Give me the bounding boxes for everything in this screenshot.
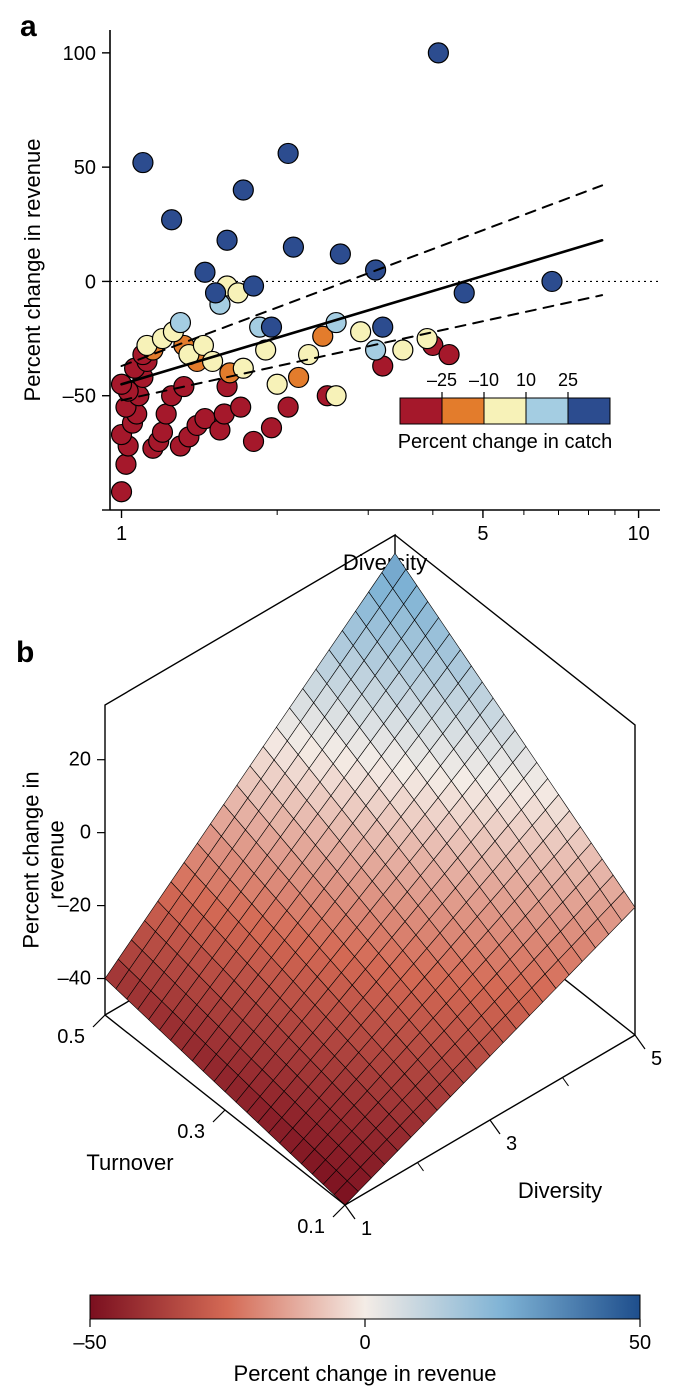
panel-b: b–40–200201350.50.30.10.10.30.5Diversity… xyxy=(16,535,662,1386)
turnover-tick xyxy=(333,1205,345,1217)
legend-swatch xyxy=(400,398,442,424)
diversity-tick-label: 3 xyxy=(506,1133,517,1155)
z-axis-label: Percent change inrevenue xyxy=(18,771,68,948)
scatter-point xyxy=(156,404,176,424)
legend-tick-label: –10 xyxy=(469,370,499,390)
panel-a-legend: –25 –10 10 25 Percent change in catch xyxy=(398,370,613,453)
diversity-minor-tick xyxy=(563,1078,569,1086)
y-tick-label: 0 xyxy=(85,271,96,293)
turnover-tick-label: 0.3 xyxy=(177,1121,205,1143)
colorbar-tick-label: 0 xyxy=(359,1332,370,1354)
scatter-point xyxy=(133,153,153,173)
scatter-point xyxy=(278,143,298,163)
panel-a: a–500501001510DiversityPercent change in… xyxy=(20,10,660,575)
diversity-tick xyxy=(490,1120,500,1134)
y-tick-label: –50 xyxy=(63,386,96,408)
panel-a-label: a xyxy=(20,10,37,43)
diversity-minor-tick xyxy=(418,1163,424,1171)
scatter-point xyxy=(326,386,346,406)
scatter-point xyxy=(217,230,237,250)
y-axis-label: Percent change in revenue xyxy=(20,139,45,402)
scatter-point xyxy=(231,397,251,417)
diversity-tick xyxy=(345,1205,355,1219)
legend-tick-label: 10 xyxy=(516,370,536,390)
scatter-point xyxy=(439,345,459,365)
diversity-tick-label: 5 xyxy=(651,1048,662,1070)
colorbar xyxy=(90,1295,640,1319)
colorbar-title: Percent change in revenue xyxy=(234,1361,497,1386)
scatter-point xyxy=(233,180,253,200)
scatter-point xyxy=(244,431,264,451)
legend-tick-label: –25 xyxy=(427,370,457,390)
turnover-tick-label: 0.5 xyxy=(57,1026,85,1048)
scatter-point xyxy=(261,418,281,438)
surface-mesh xyxy=(105,553,635,1205)
scatter-point xyxy=(542,271,562,291)
scatter-point xyxy=(195,262,215,282)
legend-swatch xyxy=(442,398,484,424)
panel-b-label: b xyxy=(16,636,34,669)
legend-swatch xyxy=(526,398,568,424)
scatter-point xyxy=(244,276,264,296)
scatter-point xyxy=(112,482,132,502)
scatter-point xyxy=(351,322,371,342)
turnover-tick xyxy=(93,1015,105,1027)
colorbar-tick-label: –50 xyxy=(73,1332,106,1354)
turnover-tick-label: 0.1 xyxy=(297,1216,325,1238)
scatter-point xyxy=(393,340,413,360)
x-tick-label: 5 xyxy=(477,523,488,545)
scatter-point xyxy=(454,283,474,303)
scatter-point xyxy=(278,397,298,417)
z-tick-label: 0 xyxy=(80,822,91,844)
scatter-point xyxy=(289,367,309,387)
diversity-tick xyxy=(635,1035,645,1049)
y-tick-label: 100 xyxy=(63,43,96,65)
diversity-tick-label: 1 xyxy=(361,1218,372,1240)
legend-tick-label: 25 xyxy=(558,370,578,390)
figure-svg: a–500501001510DiversityPercent change in… xyxy=(0,0,685,1393)
colorbar-tick-label: 50 xyxy=(629,1332,651,1354)
legend-title: Percent change in catch xyxy=(398,431,613,453)
scatter-point xyxy=(267,374,287,394)
z-tick-label: 20 xyxy=(69,749,91,771)
scatter-point xyxy=(261,317,281,337)
diversity-axis-label: Diversity xyxy=(518,1178,602,1203)
scatter-point xyxy=(366,340,386,360)
scatter-point xyxy=(116,454,136,474)
scatter-point xyxy=(206,283,226,303)
turnover-axis-label: Turnover xyxy=(86,1150,173,1175)
figure-root: a–500501001510DiversityPercent change in… xyxy=(0,0,685,1393)
scatter-point xyxy=(417,329,437,349)
legend-swatch xyxy=(484,398,526,424)
legend-swatch xyxy=(568,398,610,424)
z-tick-label: –40 xyxy=(58,968,91,990)
scatter-point xyxy=(283,237,303,257)
y-tick-label: 50 xyxy=(74,157,96,179)
trend-line xyxy=(122,240,603,384)
scatter-point xyxy=(428,43,448,63)
x-tick-label: 10 xyxy=(627,523,649,545)
turnover-tick xyxy=(213,1110,225,1122)
scatter-point xyxy=(373,317,393,337)
scatter-point xyxy=(170,313,190,333)
scatter-point xyxy=(330,244,350,264)
x-tick-label: 1 xyxy=(116,523,127,545)
scatter-point xyxy=(152,422,172,442)
scatter-point xyxy=(162,210,182,230)
